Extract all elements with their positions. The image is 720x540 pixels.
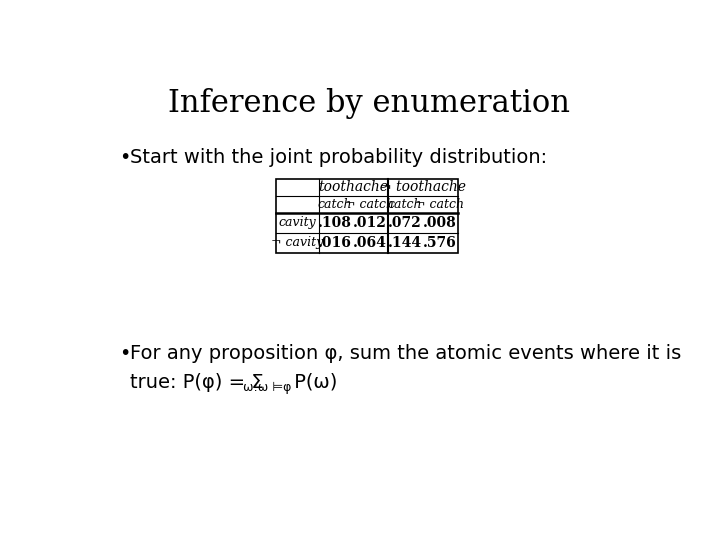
Text: ¬ toothache: ¬ toothache [380, 180, 467, 194]
Text: .144: .144 [387, 235, 422, 249]
Text: For any proposition φ, sum the atomic events where it is: For any proposition φ, sum the atomic ev… [130, 344, 682, 363]
Text: •: • [120, 344, 131, 363]
Text: .008: .008 [423, 215, 456, 230]
Text: •: • [120, 148, 131, 167]
Bar [276, 179, 458, 253]
Text: ¬ catch: ¬ catch [346, 198, 395, 211]
Text: .064: .064 [353, 235, 387, 249]
Text: ¬ catch: ¬ catch [415, 198, 464, 211]
Text: P(ω): P(ω) [287, 373, 337, 392]
Text: .012: .012 [353, 215, 387, 230]
Text: .576: .576 [423, 235, 456, 249]
Text: toothache: toothache [318, 180, 389, 194]
Text: catch: catch [318, 198, 352, 211]
Text: catch: catch [387, 198, 422, 211]
Text: .108: .108 [318, 215, 352, 230]
Text: cavity: cavity [279, 216, 316, 229]
Text: ¬ cavity: ¬ cavity [271, 236, 323, 249]
Text: ω:ω ⊨φ: ω:ω ⊨φ [243, 381, 291, 394]
Text: true: P(φ) = Σ: true: P(φ) = Σ [130, 373, 264, 392]
Text: .072: .072 [388, 215, 421, 230]
Text: Start with the joint probability distribution:: Start with the joint probability distrib… [130, 148, 547, 167]
Text: Inference by enumeration: Inference by enumeration [168, 88, 570, 119]
Text: .016: .016 [318, 235, 352, 249]
